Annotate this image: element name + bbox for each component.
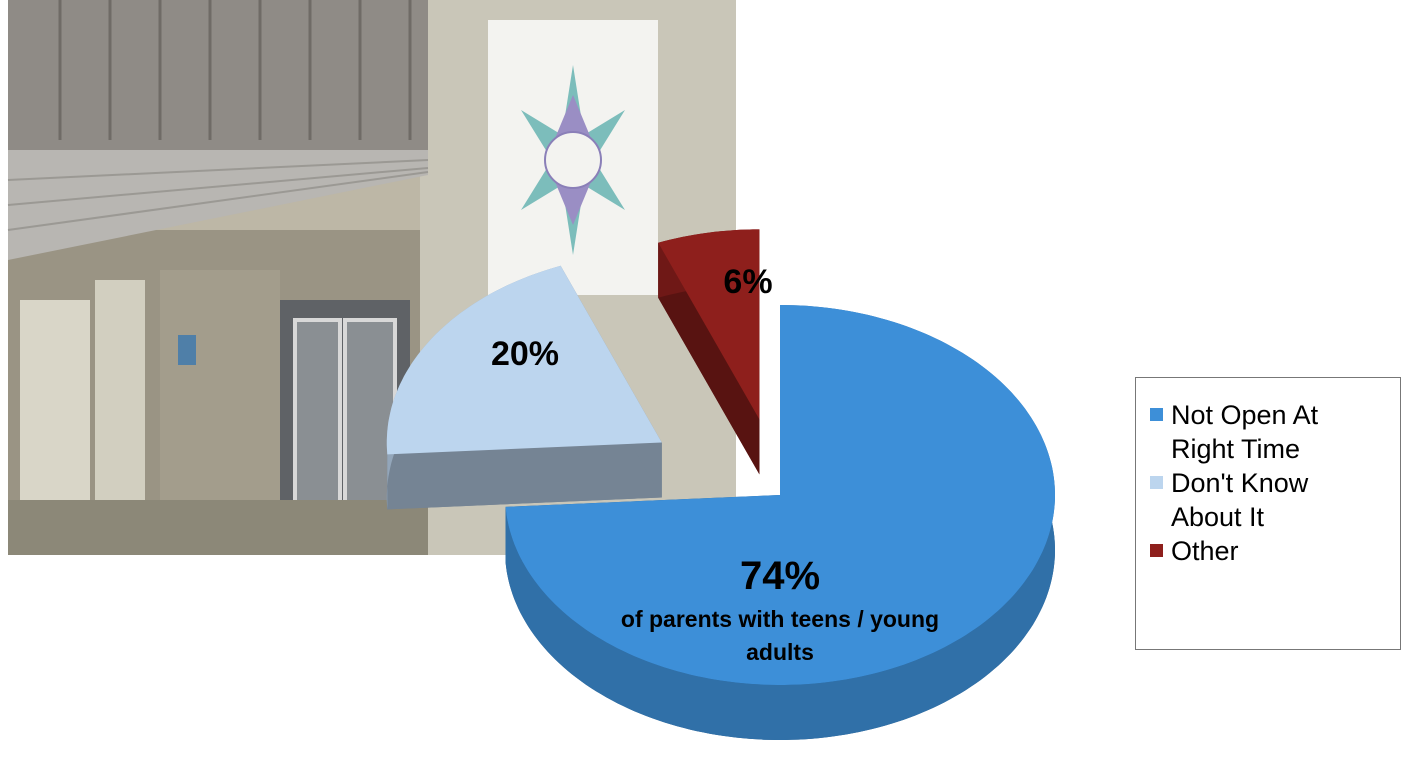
slice	[658, 229, 760, 420]
data-label: 74%	[739, 554, 821, 598]
legend-item: Other	[1150, 534, 1390, 568]
data-label: 6%	[723, 262, 773, 301]
legend-item: Don't Know About It	[1150, 466, 1390, 534]
legend: Not Open At Right Time Don't Know About I…	[1135, 377, 1401, 650]
data-label: 20%	[490, 334, 560, 373]
legend-item: Not Open At Right Time	[1150, 398, 1390, 466]
legend-swatch	[1150, 544, 1163, 557]
slice	[386, 265, 662, 455]
legend-swatch	[1150, 408, 1163, 421]
legend-label: Not Open At Right Time	[1171, 400, 1319, 464]
legend-swatch	[1150, 476, 1163, 489]
slice-side	[658, 242, 760, 475]
legend-label: Other	[1171, 536, 1239, 566]
legend-label: Don't Know About It	[1171, 468, 1309, 532]
background-photo	[7, 0, 736, 555]
slice-side	[387, 442, 662, 510]
annotation: of parents with teens / young adults	[620, 606, 940, 665]
slice	[505, 305, 1055, 685]
